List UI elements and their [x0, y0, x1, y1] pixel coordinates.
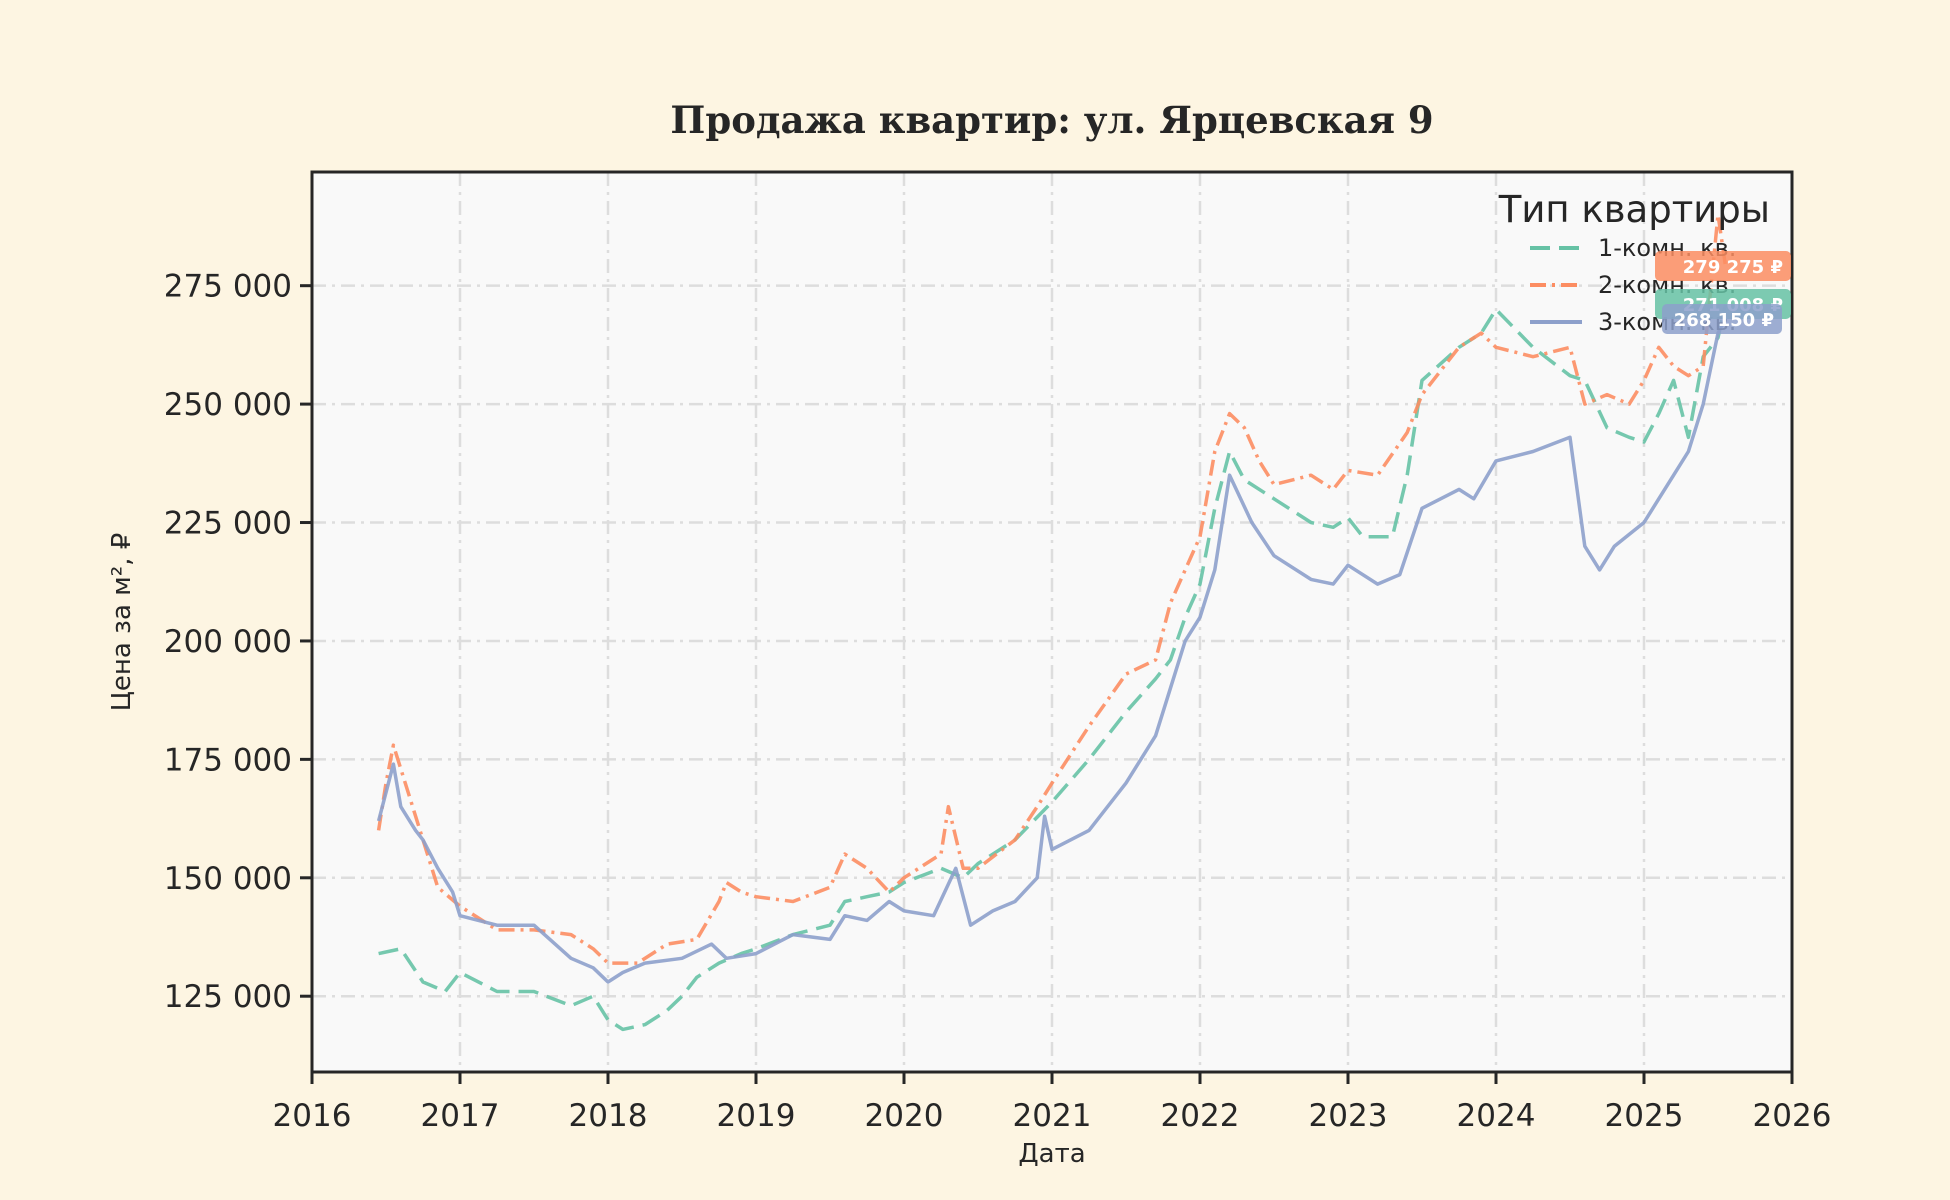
series-lines — [376, 212, 1728, 1032]
y-tick-label: 275 000 — [164, 269, 292, 305]
x-tick-label: 2023 — [1309, 1098, 1388, 1134]
y-axis-title: Цена за м², ₽ — [107, 533, 137, 712]
x-tick-label: 2021 — [1013, 1098, 1092, 1134]
y-tick-label: 225 000 — [164, 506, 292, 542]
chart-title: Продажа квартир: ул. Ярцевская 9 — [670, 98, 1433, 142]
y-tick-label: 125 000 — [164, 979, 292, 1015]
x-tick-label: 2026 — [1753, 1098, 1832, 1134]
end-value-labels: 279 275 ₽271 008 ₽268 150 ₽ — [1655, 251, 1791, 334]
y-tick-label: 200 000 — [164, 624, 292, 660]
y-tick-label: 250 000 — [164, 387, 292, 423]
x-tick-label: 2020 — [865, 1098, 944, 1134]
y-tick-label: 150 000 — [164, 861, 292, 897]
end-value-text: 279 275 ₽ — [1683, 257, 1783, 278]
end-label-3: 268 150 ₽ — [1662, 304, 1782, 334]
series-line-3 — [376, 317, 1727, 984]
x-tick-label: 2018 — [569, 1098, 648, 1134]
end-label-2: 279 275 ₽ — [1655, 251, 1791, 281]
x-tick-label: 2019 — [717, 1098, 796, 1134]
x-tick-label: 2024 — [1457, 1098, 1536, 1134]
axis-ticks: 2016 2017 2018 2019 2020 2021 2022 2023 2024 2025… — [164, 269, 1832, 1134]
x-tick-label: 2017 — [421, 1098, 500, 1134]
end-value-text: 268 150 ₽ — [1674, 310, 1774, 331]
x-tick-label: 2025 — [1605, 1098, 1684, 1134]
legend-title: Тип квартиры — [1498, 188, 1770, 231]
series-line-1 — [378, 304, 1728, 1032]
y-tick-label: 175 000 — [164, 742, 292, 778]
x-axis-title: Дата — [1018, 1139, 1085, 1169]
x-tick-label: 2016 — [273, 1098, 352, 1134]
x-tick-label: 2022 — [1161, 1098, 1240, 1134]
